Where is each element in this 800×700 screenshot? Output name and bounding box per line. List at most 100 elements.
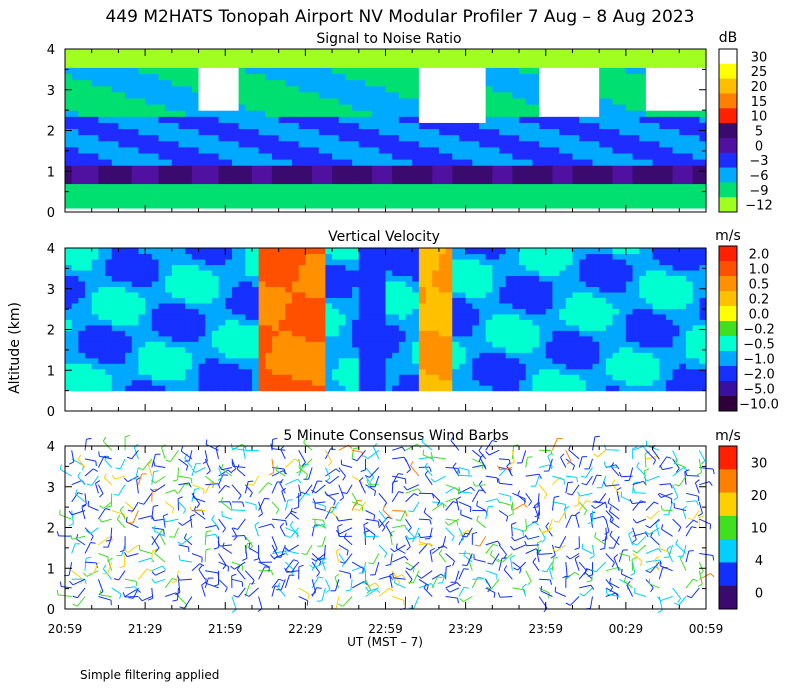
heat-cell <box>312 189 320 197</box>
heat-cell <box>325 258 333 266</box>
heat-cell <box>639 258 647 266</box>
heat-cell <box>332 324 340 331</box>
heat-cell <box>85 341 93 348</box>
heat-cell <box>559 379 567 386</box>
heat-cell <box>645 368 654 375</box>
heat-cell <box>572 134 580 142</box>
heat-cell <box>265 335 273 342</box>
heat-cell <box>312 110 320 117</box>
heat-cell <box>592 140 600 148</box>
heat-cell <box>145 258 153 266</box>
heat-cell <box>278 159 286 166</box>
heat-cell <box>645 183 654 191</box>
heat-cell <box>325 128 333 136</box>
heat-cell <box>298 335 306 342</box>
heat-cell <box>211 79 220 87</box>
heat-cell <box>258 275 266 282</box>
heat-cell <box>191 189 200 197</box>
heat-cell <box>525 85 533 93</box>
heat-cell <box>458 55 467 62</box>
heat-cell <box>652 324 660 331</box>
heat-cell <box>105 55 113 62</box>
heat-cell <box>271 91 280 99</box>
heat-cell <box>65 302 73 309</box>
heat-cell <box>105 189 113 197</box>
heat-cell <box>165 248 173 255</box>
heat-cell <box>225 73 233 81</box>
heat-cell <box>352 319 360 326</box>
heat-cell <box>579 357 587 364</box>
heat-cell <box>245 97 253 105</box>
heat-cell <box>565 91 574 99</box>
heat-cell <box>545 352 554 359</box>
heat-cell <box>191 248 200 255</box>
heat-cell <box>298 134 306 142</box>
heat-cell <box>238 49 246 56</box>
heat-cell <box>205 341 213 348</box>
heat-cell <box>452 171 460 178</box>
heat-cell <box>458 128 467 136</box>
heat-cell <box>251 55 260 62</box>
heat-cell <box>512 49 520 56</box>
heat-cell <box>485 159 493 166</box>
heat-cell <box>372 368 380 375</box>
heat-cell <box>131 269 140 277</box>
heat-cell <box>465 357 473 364</box>
heat-cell <box>412 201 420 209</box>
heat-cell <box>271 104 280 111</box>
heat-cell <box>191 385 200 392</box>
heat-cell <box>685 171 694 178</box>
heat-cell <box>465 346 473 353</box>
heat-cell <box>525 297 533 304</box>
heat-cell <box>332 165 340 172</box>
heat-cell <box>205 152 213 160</box>
heat-cell <box>412 313 420 320</box>
heat-cell <box>545 368 554 375</box>
heat-cell <box>205 248 213 255</box>
heat-cell <box>385 253 393 260</box>
heat-cell <box>145 275 153 282</box>
heat-cell <box>552 297 560 304</box>
heat-cell <box>565 297 574 304</box>
heat-cell <box>85 91 93 99</box>
heat-cell <box>392 280 400 287</box>
heat-cell <box>499 258 507 266</box>
heat-cell <box>545 286 554 293</box>
heat-cell <box>679 122 687 130</box>
heat-cell <box>505 313 513 320</box>
heat-cell <box>78 335 86 342</box>
heat-cell <box>125 140 133 148</box>
heat-cell <box>685 55 694 62</box>
heat-cell <box>418 61 427 68</box>
heat-cell <box>652 341 660 348</box>
heat-cell <box>392 286 400 293</box>
heat-cell <box>539 264 547 271</box>
heat-cell <box>519 319 527 326</box>
heat-cell <box>305 297 313 304</box>
heat-cell <box>198 140 206 148</box>
heat-cell <box>639 171 647 178</box>
heat-cell <box>499 152 507 160</box>
heat-cell <box>98 159 106 166</box>
heat-cell <box>191 258 200 266</box>
heat-cell <box>358 346 367 353</box>
heat-cell <box>499 165 507 172</box>
heat-cell <box>238 357 246 364</box>
heat-cell <box>251 330 260 337</box>
heat-cell <box>565 177 574 185</box>
heat-cell <box>111 67 120 75</box>
heat-cell <box>458 275 467 282</box>
heat-cell <box>605 201 614 209</box>
heat-cell <box>552 341 560 348</box>
heat-cell <box>519 91 527 99</box>
heat-cell <box>385 352 393 359</box>
heat-cell <box>138 363 146 370</box>
heat-cell <box>532 275 540 282</box>
heat-cell <box>211 55 220 62</box>
heat-cell <box>599 152 607 160</box>
heat-cell <box>525 248 533 255</box>
heat-cell <box>378 152 387 160</box>
heat-cell <box>532 146 540 154</box>
heat-cell <box>398 264 407 271</box>
heat-cell <box>632 55 640 62</box>
